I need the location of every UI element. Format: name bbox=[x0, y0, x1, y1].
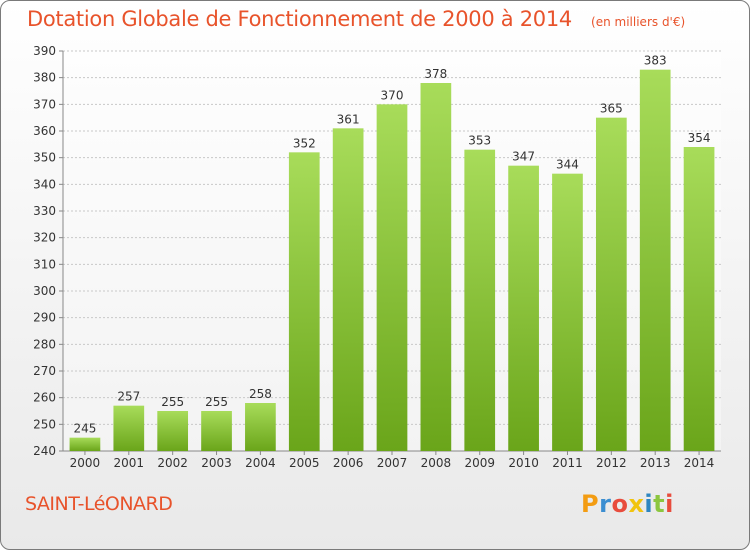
data-label: 370 bbox=[381, 88, 404, 102]
data-label: 383 bbox=[644, 54, 667, 68]
logo-letter: t bbox=[653, 490, 666, 518]
data-label: 255 bbox=[161, 395, 184, 409]
bar-2009 bbox=[464, 149, 496, 451]
chart-title: Dotation Globale de Fonctionnement de 20… bbox=[27, 7, 572, 31]
x-tick-label: 2008 bbox=[421, 456, 452, 470]
bar-2006 bbox=[332, 128, 364, 451]
x-tick-label: 2001 bbox=[114, 456, 145, 470]
logo-letter: i bbox=[644, 490, 654, 518]
logo-letter: x bbox=[628, 490, 645, 518]
data-label: 257 bbox=[117, 390, 140, 404]
bar-2012 bbox=[595, 117, 627, 452]
commune-name: SAINT-LéONARD bbox=[25, 493, 173, 515]
data-label: 352 bbox=[293, 136, 316, 150]
y-tick-label: 250 bbox=[33, 417, 56, 431]
bar-2004 bbox=[245, 403, 276, 451]
y-tick-label: 290 bbox=[33, 311, 56, 325]
y-tick-label: 350 bbox=[33, 151, 56, 165]
x-tick-label: 2006 bbox=[333, 456, 364, 470]
y-tick-label: 330 bbox=[33, 204, 56, 218]
logo-letter: i bbox=[665, 490, 674, 518]
y-tick-label: 260 bbox=[33, 391, 56, 405]
bar-2008 bbox=[420, 83, 452, 451]
data-label: 354 bbox=[688, 131, 711, 145]
bar-2005 bbox=[288, 152, 320, 452]
y-tick-label: 300 bbox=[33, 284, 56, 298]
y-tick-label: 310 bbox=[33, 257, 56, 271]
x-tick-label: 2011 bbox=[552, 456, 583, 470]
data-label: 353 bbox=[468, 134, 491, 148]
bar-2001 bbox=[113, 405, 145, 451]
y-tick-label: 390 bbox=[33, 44, 56, 58]
data-label: 258 bbox=[249, 387, 272, 401]
y-tick-label: 370 bbox=[33, 97, 56, 111]
data-label: 347 bbox=[512, 150, 535, 164]
bar-2007 bbox=[376, 104, 408, 451]
x-tick-label: 2010 bbox=[508, 456, 539, 470]
y-tick-label: 240 bbox=[33, 444, 56, 458]
data-label: 361 bbox=[337, 112, 360, 126]
logo-letter: r bbox=[599, 490, 612, 518]
x-tick-label: 2014 bbox=[684, 456, 715, 470]
logo-letter: P bbox=[581, 490, 600, 518]
x-tick-label: 2004 bbox=[245, 456, 276, 470]
bar-2003 bbox=[201, 411, 232, 451]
data-label: 245 bbox=[73, 422, 96, 436]
data-label: 365 bbox=[600, 102, 623, 116]
bar-2013 bbox=[639, 69, 671, 452]
x-tick-label: 2009 bbox=[464, 456, 495, 470]
x-tick-label: 2003 bbox=[201, 456, 232, 470]
x-tick-label: 2012 bbox=[596, 456, 627, 470]
y-tick-label: 320 bbox=[33, 231, 56, 245]
bar-2000 bbox=[69, 437, 101, 451]
bar-2010 bbox=[508, 165, 539, 451]
x-tick-label: 2000 bbox=[70, 456, 101, 470]
y-tick-label: 380 bbox=[33, 71, 56, 85]
x-tick-label: 2002 bbox=[157, 456, 188, 470]
chart-subtitle: (en milliers d'€) bbox=[591, 15, 686, 29]
data-label: 344 bbox=[556, 158, 579, 172]
data-label: 378 bbox=[424, 67, 447, 81]
y-tick-label: 280 bbox=[33, 337, 56, 351]
chart-header: Dotation Globale de Fonctionnement de 20… bbox=[27, 7, 685, 31]
x-tick-label: 2005 bbox=[289, 456, 320, 470]
logo-letter: o bbox=[611, 490, 629, 518]
bar-2002 bbox=[157, 411, 189, 451]
y-tick-label: 270 bbox=[33, 364, 56, 378]
data-label: 255 bbox=[205, 395, 228, 409]
bar-2014 bbox=[683, 147, 715, 451]
bar-2011 bbox=[552, 173, 583, 451]
proxiti-logo: Proxiti bbox=[581, 490, 674, 518]
x-tick-label: 2013 bbox=[640, 456, 671, 470]
x-tick-label: 2007 bbox=[377, 456, 408, 470]
y-tick-label: 360 bbox=[33, 124, 56, 138]
y-tick-label: 340 bbox=[33, 177, 56, 191]
